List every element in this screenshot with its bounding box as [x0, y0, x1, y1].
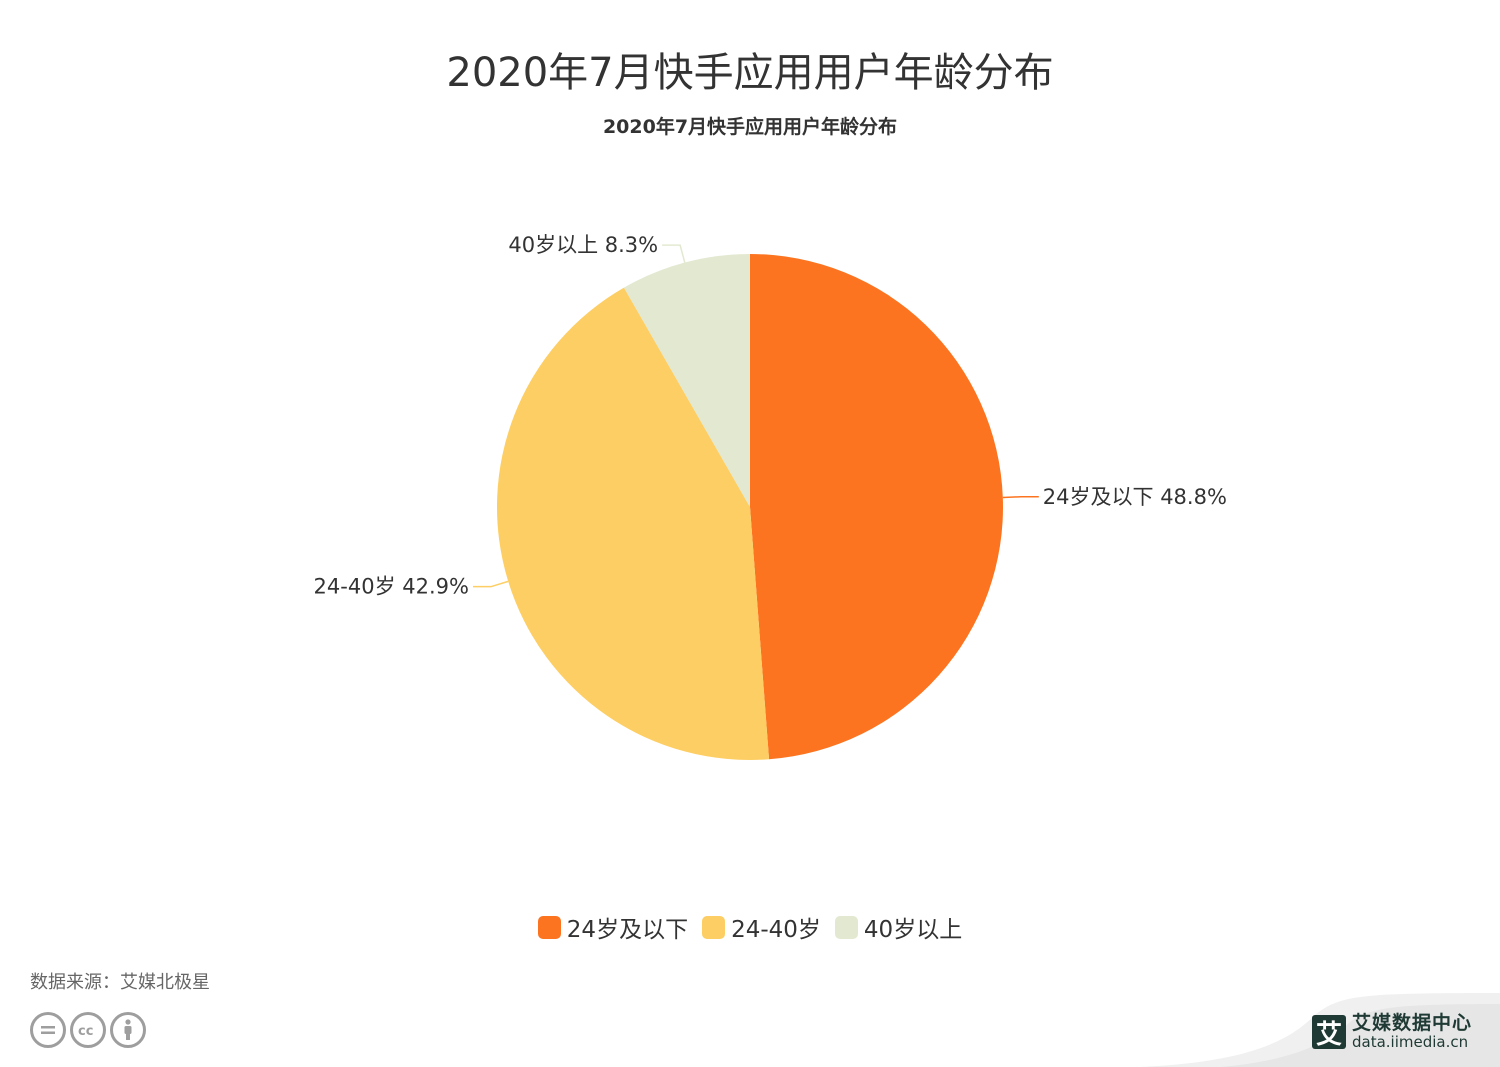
attribution-person-icon [110, 1012, 146, 1048]
legend-item-24-40[interactable]: 24-40岁 [702, 910, 821, 944]
creative-commons-icon: cc [70, 1012, 106, 1048]
svg-text:cc: cc [78, 1024, 93, 1037]
legend: 24岁及以下 24-40岁 40岁以上 [0, 910, 1500, 944]
brand-watermark: 艾 艾媒数据中心 data.iimedia.cn [1312, 1014, 1472, 1050]
slice-over-40[interactable] [623, 254, 750, 507]
legend-item-under-24[interactable]: 24岁及以下 [537, 910, 689, 944]
license-icons: cc [30, 1012, 146, 1048]
slice-24-40[interactable] [496, 287, 770, 760]
legend-label: 40岁以上 [863, 917, 963, 943]
legend-item-over-40[interactable]: 40岁以上 [834, 910, 963, 944]
slice-under-24[interactable] [750, 254, 1004, 760]
iimedia-logo-icon: 艾 [1312, 1015, 1346, 1050]
chart-title: 2020年7月快手应用用户年龄分布 [446, 50, 1054, 96]
brand-name: 艾媒数据中心 [1352, 1012, 1473, 1034]
legend-swatch-icon [537, 915, 561, 939]
legend-swatch-icon [834, 915, 858, 939]
leader-line [1002, 496, 1039, 499]
leader-line [662, 244, 686, 263]
slice-label: 40岁以上 8.3% [508, 233, 658, 257]
no-derivatives-icon [30, 1012, 66, 1048]
legend-label: 24岁及以下 [566, 917, 689, 943]
pie-slices [496, 254, 1004, 760]
leader-line [472, 580, 509, 588]
slice-label: 24岁及以下 48.8% [1043, 485, 1227, 509]
brand-url: data.iimedia.cn [1352, 1033, 1469, 1051]
slice-label: 24-40岁 42.9% [314, 575, 469, 599]
chart-subtitle: 2020年7月快手应用用户年龄分布 [602, 116, 898, 138]
data-source: 数据来源：艾媒北极星 [30, 972, 210, 993]
leader-lines [472, 244, 1039, 588]
legend-swatch-icon [702, 915, 726, 939]
legend-label: 24-40岁 [731, 917, 821, 943]
slice-labels: 24岁及以下 48.8% 24-40岁 42.9% 40岁以上 8.3% [314, 233, 1227, 599]
